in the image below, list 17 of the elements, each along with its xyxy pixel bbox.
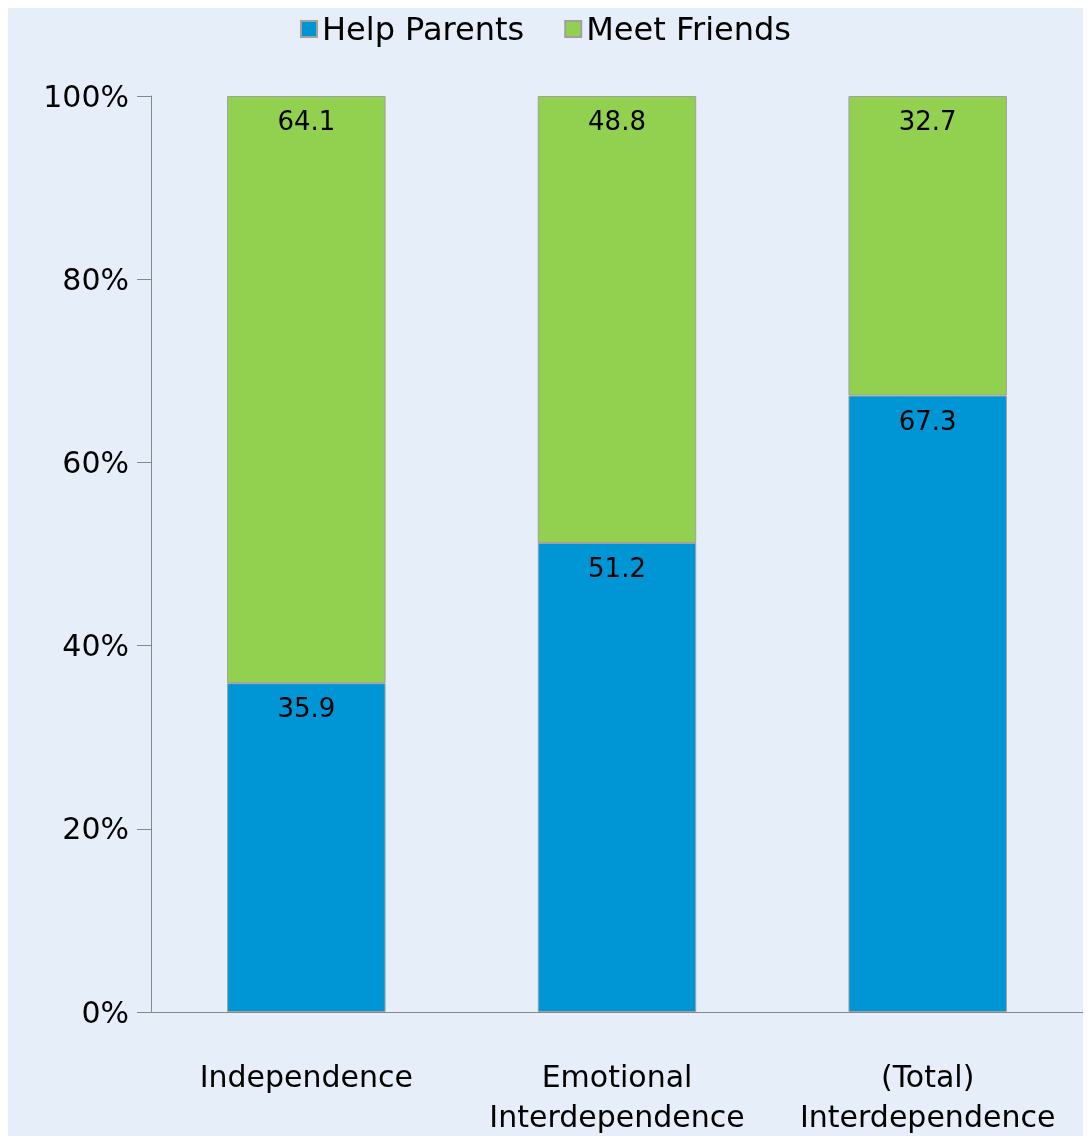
y-tick-label: 40% [62,628,129,664]
legend-label: Meet Friends [586,10,792,48]
x-tick-label: Emotional Interdependence [489,1058,745,1134]
data-label: 32.7 [898,106,957,136]
data-label: 48.8 [588,106,646,136]
legend-label: Help Parents [321,10,525,48]
data-label: 67.3 [898,405,957,436]
data-label: 64.1 [277,106,336,136]
x-tick-label: Independence [199,1058,414,1094]
y-tick-label: 100% [43,78,129,114]
y-tick-label: 60% [62,444,129,480]
y-tick-label: 80% [62,261,129,297]
data-label: 51.2 [588,553,646,584]
x-tick-label: (Total) Interdependence [799,1058,1056,1134]
y-tick-label: 0% [81,994,129,1030]
y-tick-label: 20% [62,811,129,847]
data-label: 35.9 [277,693,336,724]
